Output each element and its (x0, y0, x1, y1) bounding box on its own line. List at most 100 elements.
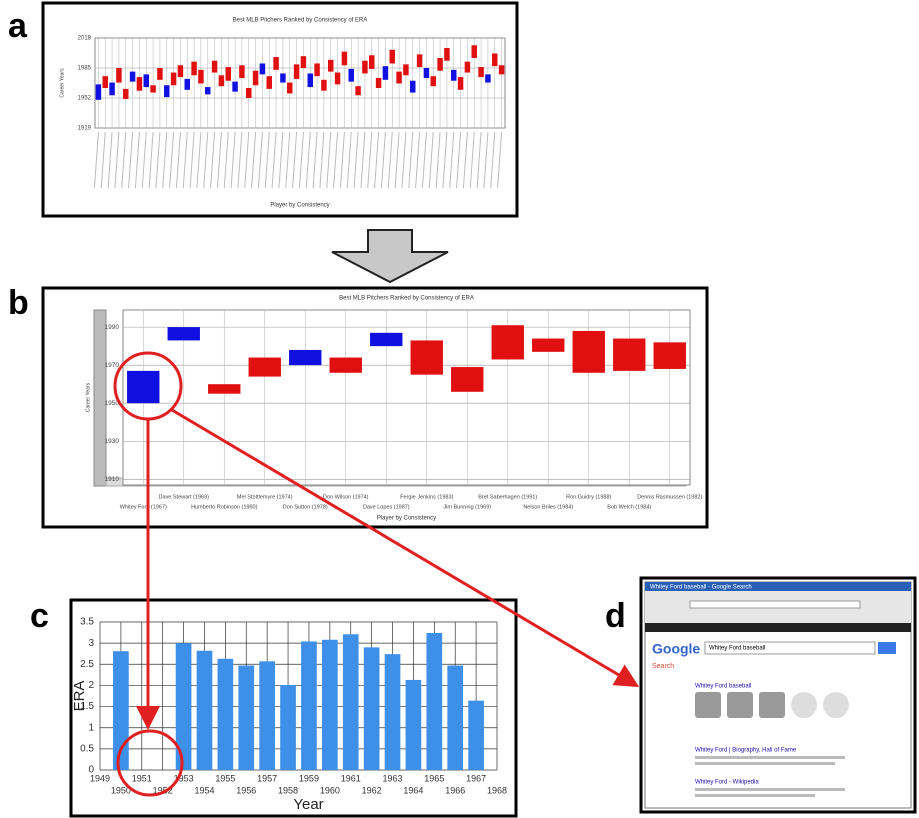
range-bar (444, 48, 450, 61)
range-bar (451, 69, 457, 81)
range-bar (464, 61, 471, 73)
panel-label: d (605, 597, 626, 635)
x-tick-label: Humberto Robinson (1960) (191, 504, 258, 510)
bar (280, 685, 296, 770)
x-tick-label-blur (415, 131, 421, 189)
x-tick-label-blur (230, 131, 236, 189)
x-tick-label-blur (339, 131, 345, 189)
query: Whitey Ford baseball (709, 646, 765, 652)
range-bar (198, 69, 204, 84)
x-tick-label-blur (490, 131, 496, 189)
x-tick-label: 1968 (487, 785, 507, 795)
x-tick-label-blur (237, 131, 243, 189)
x-tick-label-blur (456, 131, 462, 189)
x-tick-label-blur (155, 131, 161, 189)
x-tick-label-blur (469, 131, 475, 189)
range-bar (208, 384, 241, 394)
x-tick-label-blur (312, 131, 318, 189)
y-axis-label: Career Years (85, 382, 91, 412)
range-bar (328, 59, 334, 72)
x-tick-label: 1954 (194, 785, 214, 795)
range-bar (211, 60, 218, 73)
plot-area (94, 37, 506, 129)
panel-label: a (8, 7, 28, 45)
range-bar (572, 330, 605, 373)
x-tick-label-blur (189, 131, 195, 189)
range-bar (451, 367, 484, 392)
x-tick-label: Ron Guidry (1988) (566, 494, 611, 500)
y-tick-label: 1970 (105, 362, 120, 369)
range-bar (416, 54, 423, 68)
chart-title: Best MLB Pitchers Ranked by Consistency … (233, 18, 368, 24)
range-bar (348, 68, 354, 82)
x-tick-label-blur (421, 131, 427, 189)
range-bar (232, 81, 238, 92)
x-tick-label-blur (435, 131, 441, 189)
x-axis-label: Year (293, 796, 323, 813)
x-tick-label: 1961 (341, 773, 361, 783)
x-tick-label-blur (271, 131, 277, 189)
x-tick-label: Fergie Jenkins (1983) (400, 494, 453, 500)
x-tick-label: Bret Saberhagen (1991) (478, 494, 537, 500)
x-tick-label-blur (128, 131, 134, 189)
x-tick-label-blur (278, 131, 284, 189)
range-bar (403, 64, 409, 76)
y-tick-label: 1 (88, 722, 94, 733)
range-bar (150, 85, 156, 93)
x-tick-label-blur (333, 131, 339, 189)
x-tick-label-blur (210, 131, 216, 189)
x-tick-label-blur (374, 131, 380, 189)
x-tick-label: 1965 (424, 773, 444, 783)
range-bar (423, 68, 430, 78)
range-bar (136, 77, 143, 91)
range-bar (485, 74, 491, 83)
x-tick-label-blur (244, 131, 250, 189)
chart-title: Best MLB Pitchers Ranked by Consistency … (339, 296, 474, 302)
window-title: Whitey Ford baseball - Google Search (650, 585, 752, 591)
x-tick-label: Don Wilson (1974) (323, 494, 369, 500)
x-tick-label-blur (148, 131, 154, 189)
x-tick-label-blur (401, 131, 407, 189)
x-tick-label: Nelson Briles (1984) (523, 504, 573, 510)
y-tick-label: 2018 (78, 36, 92, 42)
x-tick-label-blur (251, 131, 257, 189)
x-tick-label-blur (380, 131, 386, 189)
x-tick-label-blur (449, 131, 455, 189)
x-tick-label: 1949 (90, 773, 110, 783)
y-tick-label: 3.5 (80, 617, 94, 628)
x-tick-label-blur (182, 131, 188, 189)
range-bar (307, 73, 313, 88)
range-bar (143, 74, 149, 88)
x-tick-label: 1966 (445, 785, 465, 795)
bar (301, 641, 317, 770)
range-bar (498, 65, 505, 75)
x-tick-label: 1950 (111, 785, 131, 795)
logo: Google (652, 641, 700, 657)
x-tick-label: 1951 (132, 773, 152, 783)
range-bar (95, 84, 102, 100)
browser-screenshot: Whitey Ford baseball - Google Search Goo… (644, 581, 912, 809)
x-tick-label-blur (169, 131, 175, 189)
range-bar (116, 68, 122, 83)
x-tick-label: Dennis Rasmussen (1982) (637, 494, 702, 500)
x-tick-label: 1957 (257, 773, 277, 783)
x-tick-label: Mel Stottlemyre (1974) (237, 494, 293, 500)
range-bar (334, 72, 341, 85)
range-bar (430, 76, 436, 87)
x-tick-label-blur (107, 131, 113, 189)
x-tick-label-blur (141, 131, 147, 189)
x-tick-label-blur (285, 131, 291, 189)
range-bar (225, 67, 231, 81)
x-axis-label: Player by Consistency (377, 516, 436, 522)
x-tick-label-blur (353, 131, 359, 189)
range-bar (177, 65, 184, 78)
x-tick-label-blur (326, 131, 332, 189)
x-tick-label-blur (292, 131, 298, 189)
y-tick-label: 2.5 (80, 659, 94, 670)
bar (363, 647, 380, 770)
range-bar (239, 65, 245, 78)
x-tick-label: 1955 (215, 773, 235, 783)
x-tick-label: Whitey Ford (1967) (120, 504, 167, 510)
x-tick-label: 1960 (320, 785, 340, 795)
range-bar (129, 71, 136, 82)
